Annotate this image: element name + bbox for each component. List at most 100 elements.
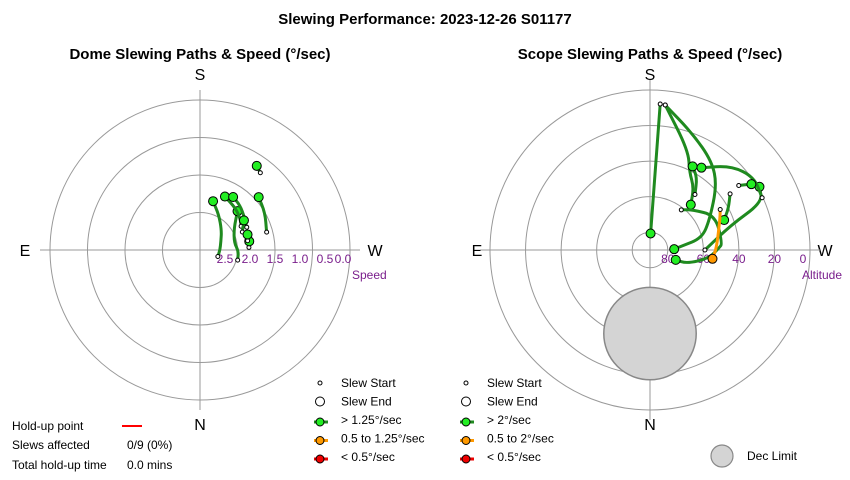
scope-slew-end-marker (669, 244, 680, 255)
scope-radial-axis-label: Altitude (802, 268, 842, 282)
scope-slew-end-marker (696, 162, 707, 173)
holdup-info: Hold-up point Slews affected 0/9 (0%) To… (12, 419, 172, 472)
scope-slew-path-6 (699, 165, 764, 200)
dec-limit-label: Dec Limit (747, 449, 798, 463)
scope-slew-start-marker (702, 247, 708, 253)
dome-slew-end-marker (253, 192, 264, 203)
scope-slew-start-marker (678, 207, 684, 213)
dome-legend-fast-marker (315, 417, 325, 427)
total-holdup-label: Total hold-up time (12, 458, 107, 472)
dome-slew-end-marker (251, 160, 262, 171)
slews-affected-label: Slews affected (12, 438, 90, 452)
dome-legend-label-slow: < 0.5°/sec (341, 450, 395, 464)
scope-slew-end-marker (645, 228, 656, 239)
dome-slew-path-4 (257, 195, 269, 234)
scope-compass-top: S (645, 67, 656, 84)
dome-radial-tick-label: 0.5 (317, 252, 334, 266)
scope-slew-start-marker (657, 101, 663, 107)
scope-radial-tick-label: 80 (661, 252, 675, 266)
dome-slew-start-marker (235, 257, 241, 263)
scope-legend-label-start: Slew Start (487, 376, 542, 390)
scope-slew-start-marker (736, 183, 742, 189)
dome-slew-paths (208, 160, 270, 263)
dome-slew-start-marker (215, 253, 221, 259)
scope-slew-start-marker (727, 191, 733, 197)
dome-legend-label-end: Slew End (341, 395, 392, 409)
scope-legend-slow-marker (461, 454, 471, 464)
scope-legend: Slew Start Slew End > 2°/sec 0.5 to 2°/sec <… (460, 376, 554, 464)
dome-compass-left: E (20, 243, 31, 260)
scope-slew-start-marker (717, 206, 723, 212)
dome-slew-end-marker (219, 191, 230, 202)
figure-title: Slewing Performance: 2023-12-26 S01177 (278, 11, 572, 28)
scope-slew-start-marker (662, 102, 668, 108)
dome-radial-tick-label: 1.0 (292, 252, 309, 266)
scope-chart: Scope Slewing Paths & Speed (°/sec) S N … (472, 46, 843, 434)
dec-limit-legend: Dec Limit (710, 444, 798, 468)
dome-slew-path-1 (211, 199, 223, 258)
scope-compass-bottom: N (644, 417, 656, 434)
slews-affected-value: 0/9 (0%) (127, 438, 172, 452)
scope-slew-end-marker (707, 253, 718, 264)
scope-radial-tick-label: 40 (732, 252, 746, 266)
dome-legend-end-swatch (315, 396, 325, 407)
holdup-point-label: Hold-up point (12, 419, 84, 433)
dome-slew-end-marker (242, 229, 253, 240)
scope-slew-path-2 (663, 103, 695, 207)
scope-radial-tick-label: 20 (768, 252, 782, 266)
scope-slew-end-marker (685, 199, 696, 210)
dome-compass-right: W (367, 243, 383, 260)
scope-compass-left: E (472, 243, 483, 260)
scope-legend-label-medium: 0.5 to 2°/sec (487, 432, 554, 446)
dome-radial-tick-label: 2.0 (242, 252, 259, 266)
dome-radial-axis-label: Speed (352, 268, 387, 282)
dome-slew-end-marker (228, 191, 239, 202)
dome-slew-start-marker (257, 170, 263, 176)
scope-slew-end-marker (670, 254, 681, 265)
scope-slew-path-3 (674, 208, 723, 264)
dome-compass-top: S (195, 67, 206, 84)
dome-legend-label-fast: > 1.25°/sec (341, 413, 402, 427)
scope-slew-path-1 (663, 103, 717, 251)
dome-legend-slow-marker (315, 454, 325, 464)
scope-compass-right: W (817, 243, 833, 260)
scope-legend-medium-marker (461, 436, 471, 445)
scope-dec-limit-region (603, 286, 697, 381)
dome-legend-label-start: Slew Start (341, 376, 396, 390)
scope-slew-path-0 (649, 102, 662, 235)
dome-radial-tick-label: 0.0 (335, 252, 352, 266)
scope-legend-label-fast: > 2°/sec (487, 413, 531, 427)
scope-legend-label-end: Slew End (487, 395, 538, 409)
dome-polar-grid (40, 90, 360, 410)
dome-slew-start-marker (244, 224, 250, 230)
dome-chart-title: Dome Slewing Paths & Speed (°/sec) (69, 46, 330, 63)
dome-slew-end-marker (238, 215, 249, 226)
scope-slew-start-marker (759, 195, 765, 201)
scope-slew-start-marker (692, 191, 698, 197)
dome-compass-bottom: N (194, 417, 206, 434)
dome-slew-path-0 (232, 209, 240, 262)
scope-chart-title: Scope Slewing Paths & Speed (°/sec) (518, 46, 782, 63)
scope-slew-end-marker (687, 161, 698, 172)
scope-legend-label-slow: < 0.5°/sec (487, 450, 541, 464)
dec-limit-circle (603, 286, 697, 381)
scope-legend-fast-marker (461, 417, 471, 427)
dome-legend-medium-marker (315, 436, 325, 445)
dome-slew-start-marker (264, 229, 270, 235)
scope-radial-tick-label: 0 (800, 252, 807, 266)
dome-radial-tick-label: 1.5 (267, 252, 284, 266)
dome-radial-tick-label: 2.5 (217, 252, 234, 266)
scope-slew-paths (645, 101, 765, 265)
dome-radial-ticks: 2.5 2.0 1.5 1.0 0.5 0.0 (217, 252, 352, 266)
scope-slew-end-marker (746, 179, 757, 190)
scope-legend-end-swatch (461, 396, 471, 407)
dome-legend-label-medium: 0.5 to 1.25°/sec (341, 432, 425, 446)
dome-legend: Slew Start Slew End > 1.25°/sec 0.5 to 1.25… (314, 376, 425, 464)
scope-radial-ticks: 80 60 40 20 0 (661, 252, 807, 266)
dome-slew-end-marker (208, 196, 219, 207)
scope-slew-path-4 (703, 185, 763, 252)
dome-legend-start-swatch (317, 380, 323, 386)
total-holdup-value: 0.0 mins (127, 458, 172, 472)
dec-limit-swatch (710, 444, 734, 468)
